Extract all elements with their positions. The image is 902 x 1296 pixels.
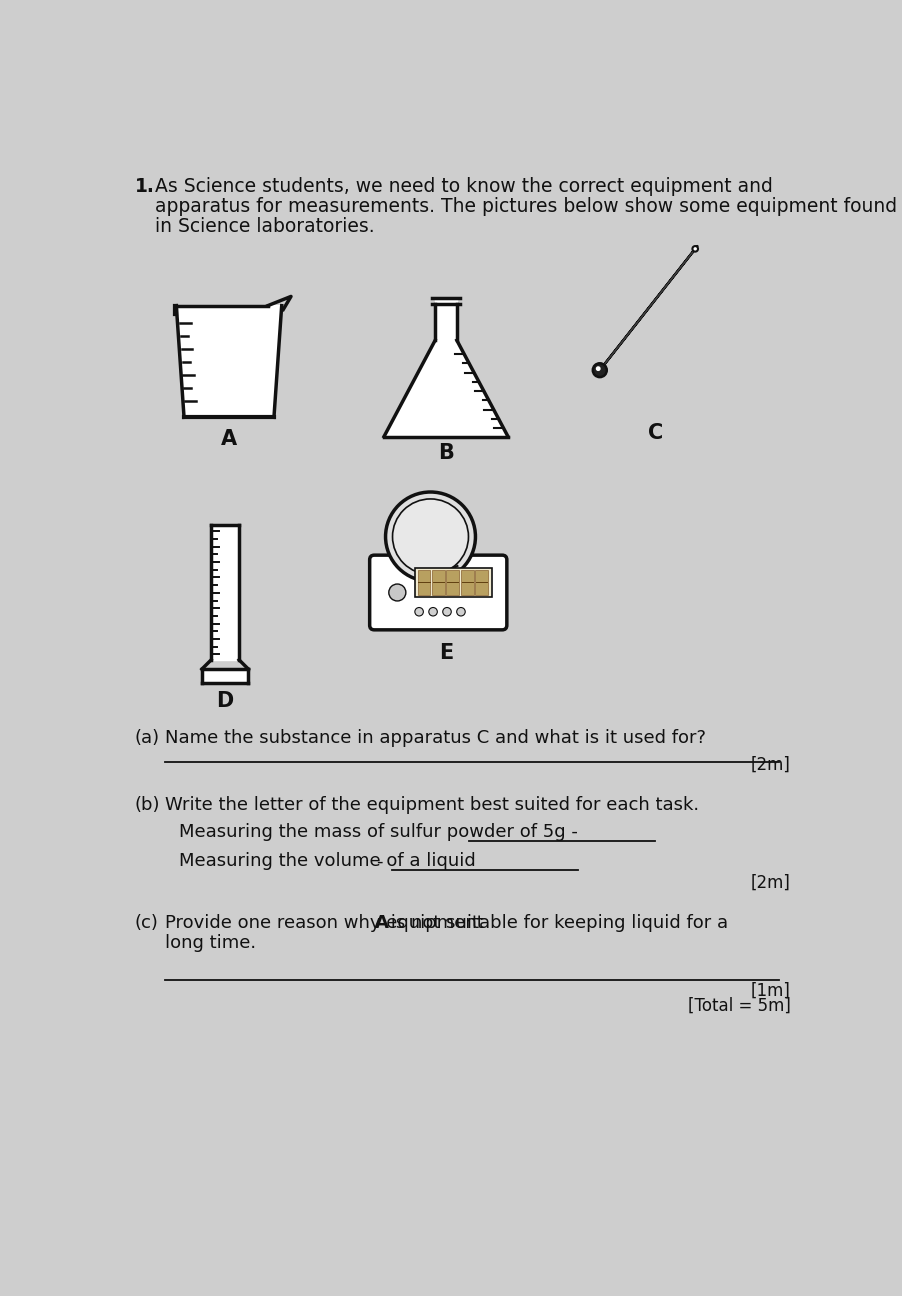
Polygon shape [211, 525, 239, 660]
Text: Provide one reason why equipment: Provide one reason why equipment [165, 914, 490, 932]
Circle shape [415, 608, 423, 616]
Text: (a): (a) [134, 730, 160, 748]
Text: apparatus for measurements. The pictures below show some equipment found: apparatus for measurements. The pictures… [155, 197, 897, 216]
Bar [446, 570, 459, 595]
FancyBboxPatch shape [370, 555, 507, 630]
Circle shape [389, 584, 406, 601]
Text: in Science laboratories.: in Science laboratories. [155, 218, 375, 236]
Bar [461, 570, 474, 595]
Text: (c): (c) [134, 914, 159, 932]
Bar [432, 570, 445, 595]
Text: Write the letter of the equipment best suited for each task.: Write the letter of the equipment best s… [165, 796, 700, 814]
Circle shape [385, 492, 475, 582]
Text: B: B [438, 443, 454, 463]
Text: (b): (b) [134, 796, 160, 814]
Text: 1.: 1. [134, 178, 154, 196]
Polygon shape [384, 341, 508, 437]
Text: [1m]: [1m] [751, 982, 791, 999]
Bar [415, 568, 492, 597]
Polygon shape [598, 246, 697, 373]
Polygon shape [176, 306, 281, 417]
Text: C: C [648, 424, 663, 443]
Circle shape [443, 608, 451, 616]
Text: Name the substance in apparatus C and what is it used for?: Name the substance in apparatus C and wh… [165, 730, 706, 748]
Text: A: A [374, 914, 389, 932]
Circle shape [593, 363, 607, 377]
Polygon shape [419, 566, 457, 575]
Circle shape [456, 608, 465, 616]
Text: [Total = 5m]: [Total = 5m] [688, 997, 791, 1015]
Text: long time.: long time. [165, 934, 256, 953]
Polygon shape [202, 669, 248, 683]
Text: is not suitable for keeping liquid for a: is not suitable for keeping liquid for a [385, 914, 728, 932]
Text: [2m]: [2m] [751, 756, 791, 774]
Text: Measuring the volume of a liquid: Measuring the volume of a liquid [179, 853, 475, 871]
Bar [475, 570, 488, 595]
Circle shape [392, 499, 468, 574]
Circle shape [693, 246, 698, 251]
Circle shape [428, 608, 437, 616]
Text: -: - [376, 853, 382, 871]
Text: D: D [216, 691, 234, 710]
Text: A: A [221, 429, 237, 448]
Text: E: E [439, 643, 453, 664]
Text: Measuring the mass of sulfur powder of 5g -: Measuring the mass of sulfur powder of 5… [179, 823, 577, 841]
Text: As Science students, we need to know the correct equipment and: As Science students, we need to know the… [155, 178, 773, 196]
Circle shape [596, 367, 601, 371]
Bar [418, 570, 430, 595]
Text: [2m]: [2m] [751, 874, 791, 892]
Polygon shape [435, 298, 456, 341]
